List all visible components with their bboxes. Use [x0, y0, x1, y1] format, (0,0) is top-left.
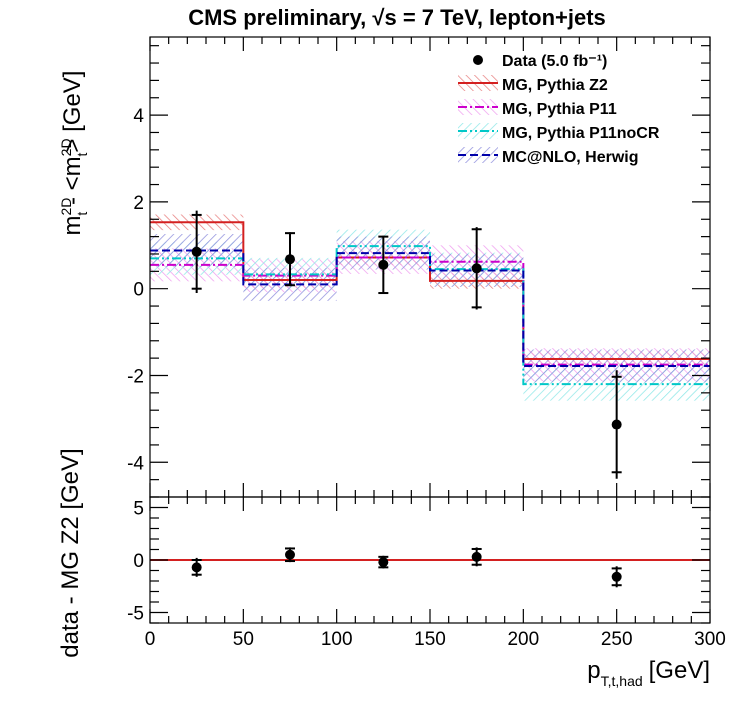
bottom-data-point-4: [611, 571, 622, 582]
x-tick-label: 0: [145, 629, 156, 650]
x-tick-labels: 0 50 100 150 200 250 300: [145, 629, 726, 650]
legend-series-label-1: MG, Pythia P11: [502, 101, 617, 118]
x-tick-label: 300: [694, 629, 726, 650]
bottom-data-points: [191, 547, 622, 588]
legend-series-label-2: MG, Pythia P11noCR: [502, 125, 660, 142]
top-data-point-1: [285, 254, 295, 265]
top-y-tick-label: -2: [127, 366, 144, 387]
legend-band-swatch-2: [458, 123, 498, 139]
x-axis-label: pT,t,had [GeV]: [587, 657, 710, 689]
bottom-y-tick-label: 5: [133, 499, 144, 520]
bottom-data-point-0: [191, 562, 202, 573]
top-y-axis-label: m2Dt - <m2Dt> [GeV]: [58, 71, 90, 236]
legend: Data (5.0 fb⁻¹) MG, Pythia Z2 MG, Pythia P…: [458, 53, 660, 166]
top-data-point-0: [191, 246, 202, 257]
top-y-tick-label: 2: [133, 193, 144, 214]
mc-step-line-3: [150, 249, 710, 367]
bottom-y-tick-label: -5: [127, 604, 144, 625]
top-data-points: [191, 210, 622, 479]
top-y-tick-label: 0: [133, 280, 144, 301]
x-tick-label: 150: [414, 629, 446, 650]
x-tick-label: 200: [507, 629, 539, 650]
top-data-point-3: [471, 263, 482, 274]
x-tick-label: 100: [321, 629, 353, 650]
bottom-panel-axes: -5 0 5: [127, 496, 711, 625]
top-data-point-4: [611, 419, 622, 430]
top-panel-axes: -4 -2 0 2 4: [127, 36, 711, 498]
bottom-data-point-2: [378, 557, 389, 568]
bottom-y-tick-label: 0: [133, 551, 144, 572]
top-mc-bands: [150, 214, 710, 401]
top-y-tick-label: -4: [127, 453, 144, 474]
top-y-tick-label: 4: [133, 106, 144, 127]
bottom-data-point-1: [285, 549, 295, 560]
legend-data-marker: [473, 55, 483, 65]
x-tick-label: 50: [233, 629, 254, 650]
legend-series-label-0: MG, Pythia Z2: [502, 77, 608, 94]
chart-title: CMS preliminary, √s = 7 TeV, lepton+jets: [188, 5, 606, 30]
bottom-y-axis-label: data - MG Z2 [GeV]: [57, 448, 84, 657]
legend-data-label: Data (5.0 fb⁻¹): [502, 53, 607, 70]
top-data-point-2: [378, 259, 389, 270]
x-tick-label: 250: [601, 629, 633, 650]
legend-series-label-3: MC@NLO, Herwig: [502, 149, 639, 166]
bottom-data-point-3: [471, 551, 482, 562]
